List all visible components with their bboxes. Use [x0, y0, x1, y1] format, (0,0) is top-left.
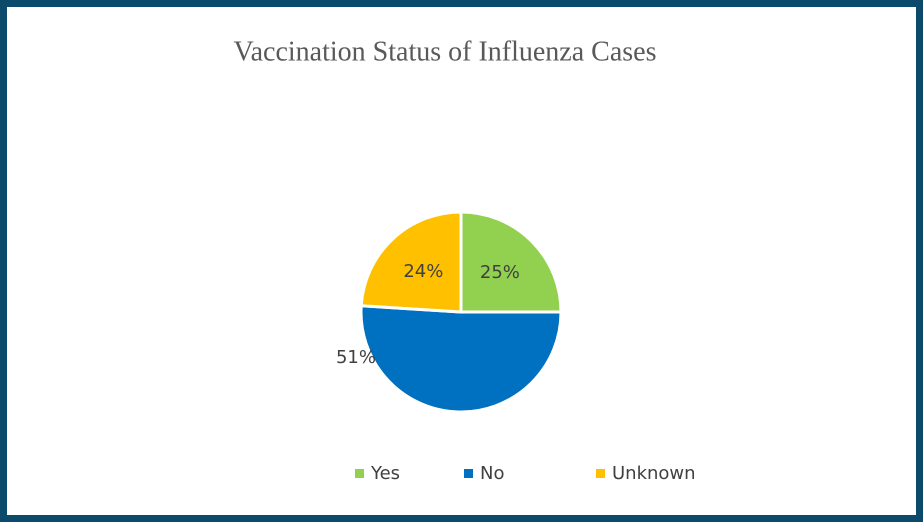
legend-label: Unknown: [612, 463, 696, 484]
legend-swatch: [355, 469, 364, 478]
legend-label: Yes: [370, 463, 400, 484]
data-label: 24%: [403, 261, 443, 282]
legend-label: No: [480, 463, 504, 484]
legend-swatch: [464, 469, 473, 478]
pie-slice: [459, 210, 563, 314]
data-label: 51%: [336, 347, 376, 368]
chart-title: Vaccination Status of Influenza Cases: [234, 36, 657, 67]
pie-slice: [359, 210, 463, 314]
pie-slice: [359, 304, 563, 414]
data-label: 25%: [480, 262, 520, 283]
legend-swatch: [596, 469, 605, 478]
